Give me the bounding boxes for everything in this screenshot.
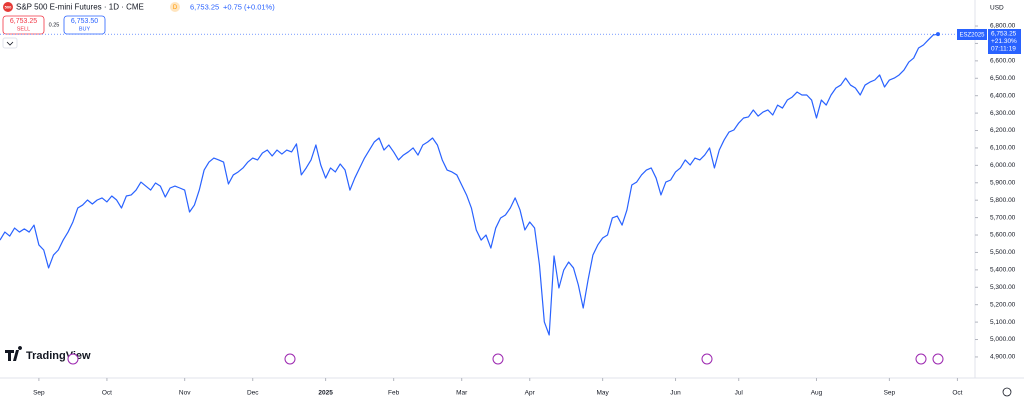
price-line: [0, 33, 939, 336]
event-icon[interactable]: [67, 353, 79, 365]
y-tick-label: 6,100.00: [990, 145, 1016, 152]
chevron: [6, 41, 14, 46]
last-point: [935, 32, 940, 37]
y-tick-label: 6,400.00: [990, 92, 1016, 99]
y-tick-label: 6,000.00: [990, 162, 1016, 169]
status-icon: [170, 2, 180, 12]
y-tick-label: 6,200.00: [990, 127, 1016, 134]
price: 6,753.25: [190, 2, 219, 11]
x-tick-label: Jun: [670, 390, 681, 397]
status-text: D: [173, 5, 178, 11]
x-tick-label: Mar: [456, 390, 468, 397]
x-tick-label: Feb: [388, 390, 400, 397]
sell-price: 6,753.25: [10, 18, 37, 25]
x-tick-label: Sep: [884, 390, 896, 397]
tag-symbol: ESZ2025: [959, 33, 985, 39]
event-icons: [67, 353, 944, 365]
tag-symbol-box: [957, 29, 987, 40]
y-tick-label: 6,800.00: [990, 23, 1016, 30]
collapse-button[interactable]: [2, 37, 18, 49]
y-tick-label: 5,300.00: [990, 284, 1016, 291]
y-tick-label: 5,500.00: [990, 249, 1016, 256]
logo-icon: [5, 346, 23, 361]
tag-price: 6,753.25: [991, 31, 1017, 38]
buy-price: 6,753.50: [71, 18, 98, 25]
x-tick-label: Aug: [811, 390, 823, 397]
symbol-badge: [3, 2, 13, 12]
logo: TradingView: [26, 350, 91, 362]
x-tick-label: Oct: [952, 390, 962, 397]
event-icon[interactable]: [492, 353, 504, 365]
x-tick-label: Sep: [33, 390, 45, 397]
x-tick-label: Nov: [179, 390, 191, 397]
tag-change: +21.30%: [991, 38, 1017, 45]
buy-label: BUY: [79, 26, 91, 32]
y-tick-label: 5,000.00: [990, 336, 1016, 343]
tag-timer: 07:11:19: [991, 46, 1016, 53]
y-tick-label: 6,500.00: [990, 75, 1016, 82]
x-tick-label: Jul: [735, 390, 744, 397]
y-tick-label: 6,300.00: [990, 110, 1016, 117]
spread: 0.25: [49, 22, 60, 28]
sell-label: SELL: [17, 26, 30, 32]
x-tick-label: May: [596, 390, 609, 397]
plot: 4,900.00 5,000.00 5,100.00 5,200.00 5,300.00…: [0, 23, 1016, 397]
y-tick-label: 6,600.00: [990, 58, 1016, 65]
y-tick-label: 5,600.00: [990, 232, 1016, 239]
symbol-title: S&P 500 E-mini Futures · 1D · CME: [16, 3, 144, 12]
y-tick-label: 5,400.00: [990, 267, 1016, 274]
settings-icon[interactable]: [1002, 387, 1012, 397]
event-icon[interactable]: [701, 353, 713, 365]
y-tick-label: 5,800.00: [990, 197, 1016, 204]
event-icon[interactable]: [284, 353, 296, 365]
x-tick-label: 2025: [318, 390, 333, 397]
event-icon[interactable]: [915, 353, 927, 365]
y-tick-label: 5,100.00: [990, 319, 1016, 326]
event-icon[interactable]: [932, 353, 944, 365]
y-tick-label: 5,900.00: [990, 179, 1016, 186]
sell-button[interactable]: [2, 15, 45, 35]
y-tick-label: 5,700.00: [990, 214, 1016, 221]
x-tick-label: Apr: [525, 390, 536, 397]
change: +0.75 (+0.01%): [223, 2, 275, 11]
x-tick-label: Oct: [102, 390, 112, 397]
y-tick-label: 4,900.00: [990, 354, 1016, 361]
y-tick-label: 5,200.00: [990, 301, 1016, 308]
x-tick-label: Dec: [247, 390, 259, 397]
tag-box: [988, 29, 1021, 54]
symbol-badge-text: 500: [5, 5, 12, 10]
currency: USD: [990, 5, 1004, 12]
